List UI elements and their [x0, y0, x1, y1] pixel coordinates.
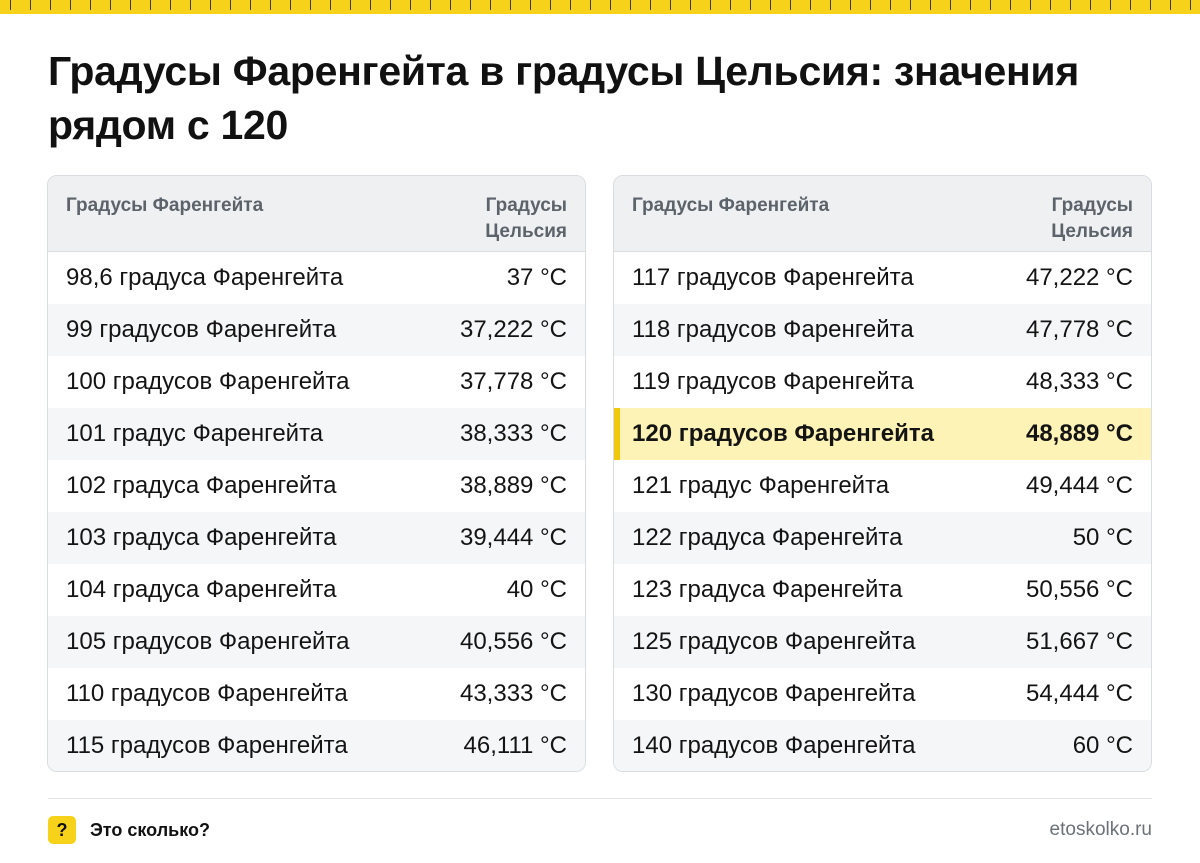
table-row: 123 градуса Фаренгейта 50,556 °C	[614, 564, 1151, 616]
celsius-cell: 54,444 °C	[1025, 680, 1133, 707]
table-row: 115 градусов Фаренгейта 46,111 °C	[48, 720, 585, 771]
fahrenheit-cell: 130 градусов Фаренгейта	[632, 680, 916, 707]
fahrenheit-cell: 98,6 градуса Фаренгейта	[66, 264, 344, 291]
fahrenheit-cell: 99 градусов Фаренгейта	[66, 316, 337, 343]
table-row-highlighted: 120 градусов Фаренгейта 48,889 °C	[614, 408, 1151, 460]
celsius-cell: 37 °C	[506, 264, 567, 291]
fahrenheit-cell: 120 градусов Фаренгейта	[632, 420, 934, 447]
fahrenheit-cell: 123 градуса Фаренгейта	[632, 576, 903, 603]
celsius-cell: 38,333 °C	[459, 420, 567, 447]
celsius-cell: 46,111 °C	[463, 732, 567, 759]
table-row: 118 градусов Фаренгейта 47,778 °C	[614, 304, 1151, 356]
fahrenheit-cell: 140 градусов Фаренгейта	[632, 732, 916, 759]
ruler-decoration	[0, 0, 1200, 14]
fahrenheit-cell: 110 градусов Фаренгейта	[66, 680, 348, 707]
celsius-cell: 37,222 °C	[459, 316, 567, 343]
site-url: etoskolko.ru	[1049, 819, 1152, 840]
table-row: 121 градус Фаренгейта 49,444 °C	[614, 460, 1151, 512]
table-row: 104 градуса Фаренгейта 40 °C	[48, 564, 585, 616]
table-header: Градусы Фаренгейта Градусы Цельсия	[48, 176, 585, 252]
fahrenheit-cell: 117 градусов Фаренгейта	[632, 264, 914, 291]
table-row: 122 градуса Фаренгейта 50 °C	[614, 512, 1151, 564]
table-row: 98,6 градуса Фаренгейта 37 °C	[48, 252, 585, 304]
fahrenheit-cell: 104 градуса Фаренгейта	[66, 576, 337, 603]
header-celsius: Градусы Цельсия	[485, 195, 567, 242]
celsius-cell: 37,778 °C	[459, 368, 567, 395]
fahrenheit-cell: 125 градусов Фаренгейта	[632, 628, 916, 655]
table-header: Градусы Фаренгейта Градусы Цельсия	[614, 176, 1151, 252]
page-title: Градусы Фаренгейта в градусы Цельсия: зн…	[48, 48, 1079, 148]
table-row: 119 градусов Фаренгейта 48,333 °C	[614, 356, 1151, 408]
celsius-cell: 48,333 °C	[1025, 368, 1133, 395]
conversion-table-left: Градусы Фаренгейта Градусы Цельсия 98,6 …	[47, 175, 586, 772]
fahrenheit-cell: 100 градусов Фаренгейта	[66, 368, 350, 395]
table-row: 130 градусов Фаренгейта 54,444 °C	[614, 668, 1151, 720]
celsius-cell: 47,222 °C	[1025, 264, 1133, 291]
table-row: 101 градус Фаренгейта 38,333 °C	[48, 408, 585, 460]
header-celsius: Градусы Цельсия	[1051, 195, 1133, 242]
celsius-cell: 50 °C	[1072, 524, 1133, 551]
header-fahrenheit: Градусы Фаренгейта	[632, 195, 830, 216]
header-fahrenheit: Градусы Фаренгейта	[66, 195, 264, 216]
celsius-cell: 43,333 °C	[459, 680, 567, 707]
table-row: 140 градусов Фаренгейта 60 °C	[614, 720, 1151, 771]
celsius-cell: 40 °C	[506, 576, 567, 603]
table-row: 117 градусов Фаренгейта 47,222 °C	[614, 252, 1151, 304]
fahrenheit-cell: 102 градуса Фаренгейта	[66, 472, 337, 499]
question-mark-icon: ?	[48, 816, 76, 844]
footer-divider	[48, 798, 1152, 799]
table-body: 98,6 градуса Фаренгейта 37 °C 99 градусов…	[48, 252, 585, 771]
table-body: 117 градусов Фаренгейта 47,222 °C 118 гра…	[614, 252, 1151, 771]
celsius-cell: 38,889 °C	[459, 472, 567, 499]
celsius-cell: 40,556 °C	[459, 628, 567, 655]
conversion-table-right: Градусы Фаренгейта Градусы Цельсия 117 г…	[613, 175, 1152, 772]
fahrenheit-cell: 101 градус Фаренгейта	[66, 420, 324, 447]
fahrenheit-cell: 105 градусов Фаренгейта	[66, 628, 350, 655]
fahrenheit-cell: 115 градусов Фаренгейта	[66, 732, 348, 759]
brand-name: Это сколько?	[90, 820, 210, 840]
table-row: 100 градусов Фаренгейта 37,778 °C	[48, 356, 585, 408]
celsius-cell: 39,444 °C	[459, 524, 567, 551]
celsius-cell: 51,667 °C	[1025, 628, 1133, 655]
celsius-cell: 49,444 °C	[1025, 472, 1133, 499]
fahrenheit-cell: 122 градуса Фаренгейта	[632, 524, 903, 551]
fahrenheit-cell: 119 градусов Фаренгейта	[632, 368, 914, 395]
celsius-cell: 60 °C	[1072, 732, 1133, 759]
fahrenheit-cell: 103 градуса Фаренгейта	[66, 524, 337, 551]
celsius-cell: 47,778 °C	[1025, 316, 1133, 343]
celsius-cell: 48,889 °C	[1025, 420, 1133, 447]
table-row: 110 градусов Фаренгейта 43,333 °C	[48, 668, 585, 720]
table-row: 99 градусов Фаренгейта 37,222 °C	[48, 304, 585, 356]
table-row: 102 градуса Фаренгейта 38,889 °C	[48, 460, 585, 512]
table-row: 105 градусов Фаренгейта 40,556 °C	[48, 616, 585, 668]
table-row: 125 градусов Фаренгейта 51,667 °C	[614, 616, 1151, 668]
fahrenheit-cell: 121 градус Фаренгейта	[632, 472, 890, 499]
table-row: 103 градуса Фаренгейта 39,444 °C	[48, 512, 585, 564]
fahrenheit-cell: 118 градусов Фаренгейта	[632, 316, 914, 343]
celsius-cell: 50,556 °C	[1025, 576, 1133, 603]
